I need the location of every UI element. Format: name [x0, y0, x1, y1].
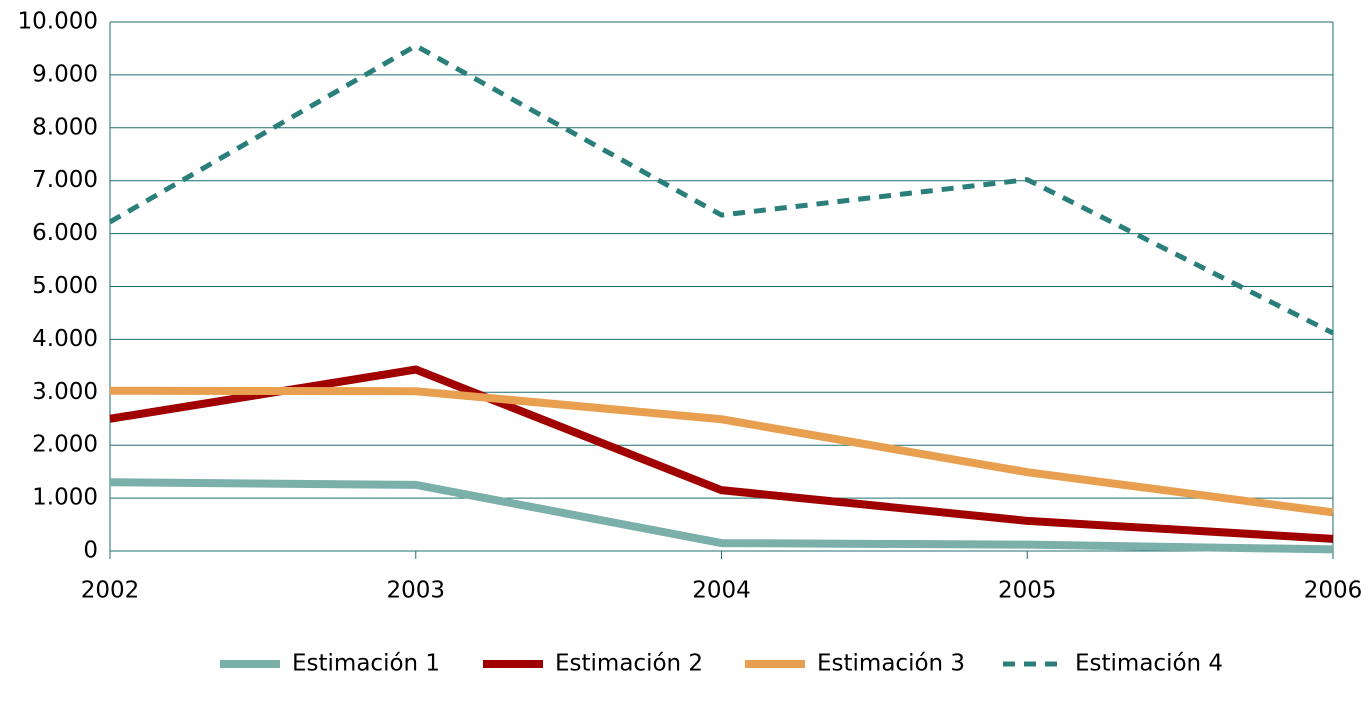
series-line: [108, 42, 1335, 336]
y-tick-label: 5.000: [32, 273, 98, 299]
y-tick-label: 3.000: [32, 379, 98, 405]
y-tick-label: 4.000: [32, 326, 98, 352]
x-tick-label: 2004: [692, 578, 751, 604]
series-line: [109, 478, 1334, 554]
x-tick-label: 2006: [1304, 578, 1363, 604]
x-tick-label: 2002: [81, 578, 140, 604]
y-tick-label: 9.000: [32, 61, 98, 87]
y-tick-label: 10.000: [18, 9, 98, 35]
x-tick-label: 2003: [386, 578, 445, 604]
y-tick-label: 1.000: [32, 485, 98, 511]
legend-label: Estimación 2: [555, 651, 703, 677]
series-line: [109, 386, 1334, 517]
y-tick-label: 6.000: [32, 220, 98, 246]
y-tick-label: 8.000: [32, 114, 98, 140]
legend-label: Estimación 3: [817, 651, 965, 677]
x-tick-label: 2005: [998, 578, 1057, 604]
legend-label: Estimación 4: [1075, 651, 1223, 677]
legend-label: Estimación 1: [292, 651, 440, 677]
y-tick-label: 2.000: [32, 432, 98, 458]
series-line: [109, 365, 1334, 543]
y-tick-label: 0: [83, 538, 98, 564]
y-tick-label: 7.000: [32, 167, 98, 193]
